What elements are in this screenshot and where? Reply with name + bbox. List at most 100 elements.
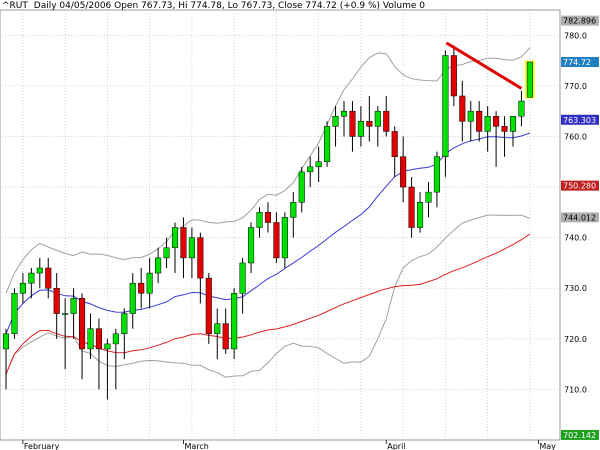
candle — [525, 60, 535, 99]
candle-body-up — [509, 115, 517, 132]
candle — [349, 101, 356, 152]
candle — [256, 207, 263, 238]
x-tick-label: May — [539, 442, 556, 450]
candle-body-up — [188, 237, 195, 259]
candle-body-up — [467, 110, 474, 122]
y-tick-label: 760.0 — [564, 132, 587, 141]
candle-body-up — [155, 257, 162, 274]
candle-body-down — [45, 267, 52, 289]
candle-body-down — [408, 186, 415, 228]
candle-body-up — [28, 272, 35, 284]
candle-body-down — [53, 287, 60, 314]
candle — [138, 268, 145, 309]
candle — [79, 293, 86, 380]
last-close-tag-bg — [561, 57, 599, 68]
candle — [273, 212, 280, 263]
candle-body-up — [425, 191, 432, 203]
candle-body-up — [417, 201, 424, 228]
chart-header: ^RUT Daily 04/05/2006 Open 767.73, Hi 77… — [2, 1, 425, 11]
candle-body-up — [526, 61, 533, 98]
candle-body-up — [518, 100, 525, 117]
candle-body-down — [197, 237, 204, 279]
ma50-tag-bg — [561, 180, 599, 191]
candle-body-up — [129, 282, 136, 314]
candle-body-up — [70, 298, 77, 314]
candle — [408, 176, 415, 238]
candle — [155, 247, 162, 284]
candle-body-up — [11, 293, 18, 335]
candle — [121, 308, 128, 360]
candle — [391, 126, 398, 177]
candle — [205, 273, 212, 344]
candle-body-down — [366, 121, 373, 127]
candle — [239, 257, 246, 314]
plot-area — [0, 9, 561, 441]
trendline — [445, 41, 523, 90]
candle — [340, 101, 348, 137]
candle — [163, 237, 170, 268]
y-tick-label: 730.0 — [564, 284, 587, 293]
candle — [171, 222, 179, 274]
candle-body-up — [146, 272, 153, 294]
y-tick-label: 740.0 — [564, 234, 587, 243]
candle — [28, 268, 35, 299]
candle-body-up — [290, 201, 297, 218]
bottom-value-tag: 702.142 — [563, 431, 596, 440]
candle — [62, 298, 69, 370]
candle-body-down — [493, 115, 500, 127]
candle — [53, 273, 60, 339]
candle — [95, 318, 103, 390]
ma50-tag: 750.280 — [563, 182, 596, 191]
candle — [70, 288, 77, 339]
candle-body-down — [95, 328, 103, 350]
candle — [290, 192, 297, 238]
y-tick-label: 780.0 — [564, 31, 587, 40]
candle — [281, 212, 288, 268]
candle-body-up — [298, 171, 305, 203]
lower-band-tag: 744.012 — [563, 213, 596, 222]
candle — [493, 111, 500, 167]
candle — [112, 328, 119, 390]
candle-body-down — [349, 110, 356, 137]
candle-body-up — [171, 227, 179, 249]
candle-body-down — [383, 110, 390, 132]
upper-band-tag-bg — [561, 15, 599, 26]
candle — [11, 288, 18, 339]
candle — [231, 288, 238, 360]
candle-body-up — [112, 333, 119, 345]
y-tick-label: 770.0 — [564, 82, 587, 91]
ma20-tag: 763.303 — [563, 116, 596, 125]
candle — [146, 257, 153, 309]
candle-body-up — [307, 166, 314, 173]
candle — [450, 45, 457, 107]
candle-body-up — [87, 328, 94, 350]
candle — [332, 106, 339, 147]
candle-body-up — [340, 110, 348, 117]
candle-body-up — [121, 313, 128, 335]
candle — [104, 338, 111, 400]
upper-band-tag: 782.896 — [563, 17, 596, 26]
candle — [425, 182, 432, 218]
ma20-line — [5, 132, 531, 334]
annotations — [445, 41, 523, 90]
candle — [518, 90, 525, 127]
candle-body-up — [239, 262, 246, 294]
candle — [484, 106, 491, 152]
candle-body-down — [222, 323, 229, 350]
candle — [383, 96, 390, 137]
candle — [197, 232, 204, 304]
x-tick-label: February — [24, 442, 60, 450]
candle — [307, 156, 314, 188]
candle — [433, 151, 440, 208]
candle-body-up — [256, 212, 263, 228]
candle — [459, 80, 466, 142]
x-axis: February March April May — [22, 440, 556, 450]
candle — [188, 227, 195, 279]
candle — [476, 101, 483, 142]
candle-body-down — [264, 212, 271, 223]
candle-body-down — [459, 95, 466, 122]
candle-body-up — [19, 282, 26, 294]
candle-body-down — [138, 282, 145, 294]
candle-body-down — [79, 298, 86, 350]
x-tick-label: March — [184, 442, 208, 450]
